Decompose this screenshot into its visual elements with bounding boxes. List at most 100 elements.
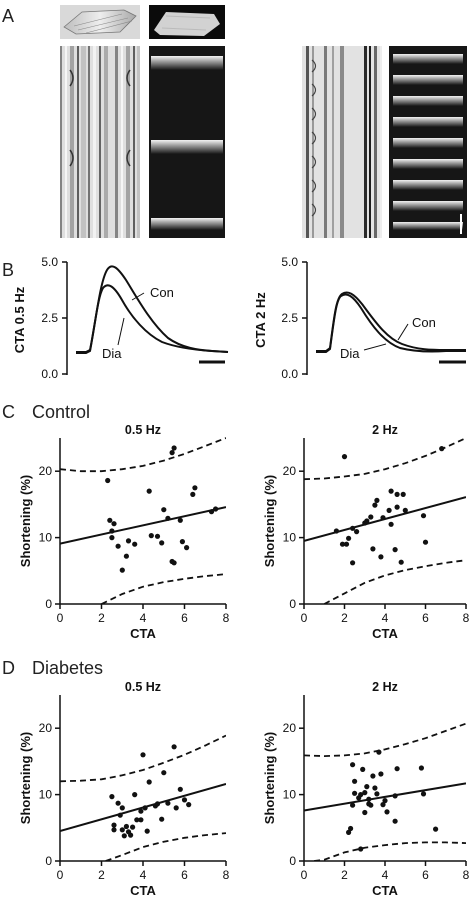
plot-2-point-7 [121, 833, 127, 839]
panel-c-letter: C [2, 402, 15, 422]
plot-1-ci-lower-line [323, 559, 466, 604]
trace-0-5hz-ytick-mid: 2.5 [41, 311, 58, 325]
plot-0-point-20 [177, 517, 183, 523]
plot-2-point-22 [159, 816, 165, 822]
plot-3-xtick-label-2: 2 [341, 868, 348, 882]
plot-1-point-17 [388, 521, 394, 527]
plot-3-xtick-label-0: 0 [301, 868, 308, 882]
plot-1-point-5 [350, 560, 356, 566]
plot-0-ci-upper-line [60, 437, 226, 473]
plot-3-ci-lower-line [313, 841, 466, 861]
trace-0-5hz-con-line [76, 265, 229, 353]
plot-3-point-8 [358, 846, 364, 852]
plot-0-point-9 [132, 541, 138, 547]
plot-1-title: 2 Hz [372, 423, 398, 437]
plot-3-point-5 [352, 778, 358, 784]
plot-2-point-11 [130, 824, 136, 830]
plot-0-point-23 [190, 491, 196, 497]
plot-3-ytick-label-20: 20 [283, 721, 297, 735]
trace-2hz-con-label: Con [412, 315, 436, 330]
scatter-plot-control-2hz: 2 Hz 0 10 20 0 2 4 6 8 CTA Shortening (%) [262, 423, 470, 641]
plot-1-point-16 [386, 507, 392, 513]
plot-3-point-3 [350, 802, 356, 808]
plot-1-point-25 [420, 513, 427, 519]
plot-3-point-27 [418, 765, 424, 771]
plot-1-point-7 [354, 529, 360, 535]
plot-3-xtick-label-6: 6 [422, 868, 429, 882]
plot-1-point-19 [392, 547, 398, 553]
panel-c-title: Control [32, 402, 90, 422]
plot-3-point-9 [360, 766, 366, 773]
plot-2-point-8 [123, 823, 129, 830]
trace-2hz-ytick-mid: 2.5 [281, 311, 298, 325]
linescan-transmitted-right [302, 46, 382, 238]
scatter-plot-control-0-5hz: 0.5 Hz 0 10 20 0 2 4 6 8 CTA Shortening (%) [18, 423, 230, 641]
plot-1-point-26 [422, 539, 429, 545]
plot-3-ytick-label-10: 10 [283, 788, 297, 802]
plot-0-xlabel: CTA [130, 626, 156, 641]
plot-2-point-4 [117, 812, 123, 818]
plot-2-xtick-label-6: 6 [181, 868, 188, 882]
cell-brightfield-thumbnail [60, 5, 140, 39]
plot-2-xtick-label-2: 2 [98, 868, 105, 882]
plot-1-point-21 [394, 491, 400, 497]
plot-3-xtick-label-8: 8 [463, 868, 470, 882]
plot-0-point-0 [105, 477, 111, 484]
plot-2-point-18 [144, 828, 150, 834]
plot-3-point-19 [376, 749, 382, 755]
plot-0-point-14 [161, 507, 167, 513]
plot-3-point-24 [392, 793, 398, 799]
plot-2-ytick-label-0: 0 [45, 854, 52, 868]
plot-1-xtick-label-0: 0 [301, 611, 308, 625]
panel-a: A [2, 5, 467, 238]
plot-2-point-23 [161, 770, 167, 776]
plot-2-point-5 [119, 805, 125, 811]
cell-fluorescence-thumbnail [149, 5, 225, 39]
plot-1-ci-upper-line [304, 437, 466, 481]
plot-2-ylabel: Shortening (%) [18, 732, 33, 824]
trace-2hz-ytick-bottom: 0.0 [281, 367, 298, 381]
plot-2-point-13 [134, 817, 140, 823]
plot-1-point-1 [339, 541, 346, 547]
plot-3-point-29 [433, 826, 439, 832]
plot-1-point-18 [388, 488, 394, 494]
plot-0-point-25 [208, 509, 215, 515]
plot-0-xtick-label-8: 8 [223, 611, 230, 625]
plot-3-fit-line [304, 782, 466, 812]
plot-2-title: 0.5 Hz [125, 680, 161, 694]
plot-3-xtick-label-4: 4 [382, 868, 389, 882]
plot-0-point-18 [171, 445, 177, 451]
trace-2hz-ylabel: CTA 2 Hz [253, 292, 268, 348]
scatter-plot-diabetes-2hz: 2 Hz 0 10 20 0 2 4 6 8 CTA Shortening (%) [262, 680, 470, 898]
plot-0-point-12 [154, 533, 161, 539]
plot-2-point-19 [146, 779, 152, 785]
plot-2-point-27 [177, 786, 183, 792]
plot-1-ytick-label-10: 10 [283, 531, 297, 545]
plot-1-xtick-label-8: 8 [463, 611, 470, 625]
plot-0-point-13 [159, 540, 165, 546]
plot-3-point-25 [392, 818, 398, 824]
linescan-fluorescence-left [149, 46, 225, 238]
plot-2-ytick-label-20: 20 [39, 721, 53, 735]
plot-1-point-24 [402, 507, 408, 513]
plot-1-point-0 [333, 528, 339, 534]
plot-0-point-17 [169, 450, 175, 456]
plot-3-point-17 [372, 785, 378, 791]
plot-1-ytick-label-20: 20 [283, 464, 297, 478]
trace-0-5hz-con-label: Con [150, 285, 174, 300]
plot-0-point-7 [123, 553, 129, 559]
plot-2-point-3 [115, 800, 121, 806]
trace-2hz-dia-line [316, 293, 466, 353]
plot-1-point-2 [341, 454, 348, 460]
trace-0-5hz-ylabel: CTA 0.5 Hz [12, 286, 27, 353]
plot-0-point-22 [184, 545, 190, 551]
plot-1-ytick-label-0: 0 [289, 597, 296, 611]
plot-3-point-4 [352, 790, 358, 796]
trace-plot-2hz: CTA 2 Hz 5.0 2.5 0.0 Con Dia [253, 255, 466, 381]
plot-3-point-0 [346, 829, 352, 836]
plot-0-ylabel: Shortening (%) [18, 475, 33, 567]
plot-2-point-17 [142, 805, 148, 811]
plot-3-point-23 [384, 809, 390, 815]
plot-2-ci-upper-line [60, 734, 226, 783]
panel-b-letter: B [2, 260, 14, 280]
